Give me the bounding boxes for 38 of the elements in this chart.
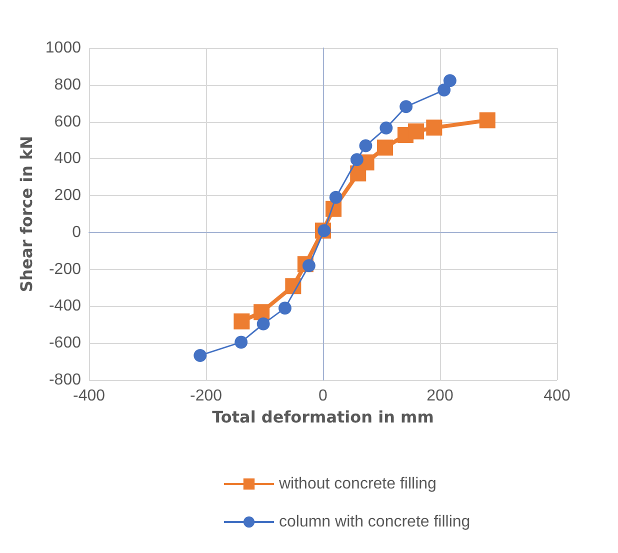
y-tick-label: 400 <box>54 150 82 168</box>
point <box>426 120 442 136</box>
legend-label: column with concrete filling <box>279 514 470 530</box>
y-tick-label: -600 <box>48 334 82 352</box>
point <box>285 278 302 294</box>
x-tick-label: 200 <box>426 388 454 404</box>
point <box>479 112 496 128</box>
point <box>234 313 250 330</box>
x-tick-label: 400 <box>544 388 570 404</box>
point <box>377 140 394 156</box>
y-tick-label: 800 <box>54 76 82 94</box>
point <box>278 302 292 315</box>
point <box>400 100 413 114</box>
point <box>350 153 364 166</box>
point <box>408 123 424 140</box>
y-tick-label: 600 <box>54 113 82 130</box>
point <box>329 190 342 204</box>
legend-label: without concrete filling <box>278 476 436 492</box>
y-tick-label: -200 <box>48 260 82 278</box>
x-tick-label: -200 <box>190 388 222 404</box>
y-tick-label: 0 <box>72 224 82 241</box>
point <box>380 122 393 135</box>
x-axis-title: Total deformation in mm <box>212 407 434 426</box>
point <box>302 259 316 272</box>
y-tick-label: 1000 <box>45 40 82 56</box>
point <box>438 84 451 97</box>
point <box>443 74 456 88</box>
y-tick-label: -800 <box>48 372 82 388</box>
x-tick-label: -400 <box>72 388 106 404</box>
x-tick-label: 0 <box>318 388 328 404</box>
point <box>194 348 207 362</box>
point <box>359 139 372 152</box>
y-tick-label: 200 <box>54 187 82 204</box>
point <box>254 304 270 320</box>
y-axis-title: Shear force in kN <box>17 136 36 292</box>
point <box>234 336 248 349</box>
point <box>256 317 270 330</box>
y-tick-label: -400 <box>48 298 82 315</box>
